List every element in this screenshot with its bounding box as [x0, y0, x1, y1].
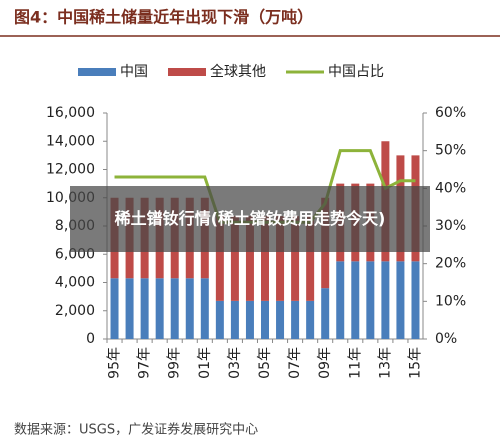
x-tick-label: 11年 [347, 347, 363, 379]
y2-tick-label: 40% [435, 180, 466, 196]
bar [276, 216, 285, 301]
bar [230, 216, 239, 301]
bar [200, 278, 209, 339]
bar [125, 278, 134, 339]
source: 数据来源：USGS，广发证券发展研究中心 [14, 422, 258, 438]
y2-tick-label: 0% [435, 331, 457, 347]
bar [261, 216, 269, 301]
bar [276, 300, 285, 339]
y-tick-label: 12,000 [46, 162, 95, 178]
y2-tick-label: 20% [435, 256, 466, 272]
overlay-caption: 稀土镨钕行情(稀土镨钕费用走势今天) [70, 186, 430, 252]
bar [381, 261, 390, 339]
y-tick-label: 0 [86, 331, 95, 347]
x-tick-label: 15年 [407, 347, 423, 379]
y2-tick-label: 30% [435, 218, 466, 234]
y-tick-label: 16,000 [46, 105, 95, 121]
x-tick-label: 09年 [317, 347, 333, 379]
y2-tick-label: 10% [435, 293, 466, 309]
y2-tick-label: 50% [435, 143, 466, 159]
bar [366, 261, 375, 339]
bar [351, 261, 360, 339]
y-tick-label: 14,000 [46, 133, 95, 149]
bar [140, 278, 149, 339]
bar [230, 300, 239, 339]
y-tick-label: 2,000 [55, 303, 95, 319]
x-tick-label: 05年 [257, 347, 273, 379]
bar [185, 278, 194, 339]
bar [321, 288, 330, 339]
y2-tick-label: 60% [435, 105, 466, 121]
bar [261, 300, 269, 339]
y-tick-label: 4,000 [55, 275, 95, 291]
bar [215, 300, 224, 339]
x-tick-label: 95年 [107, 347, 123, 379]
bar [110, 278, 119, 339]
legend-label: 中国占比 [328, 64, 384, 80]
legend-label: 全球其他 [210, 63, 266, 80]
legend-swatch [168, 68, 206, 76]
bar [306, 216, 315, 301]
bar [170, 278, 179, 339]
legend-label: 中国 [120, 64, 148, 80]
x-tick-label: 03年 [227, 347, 243, 379]
bar [411, 261, 420, 339]
bar [291, 300, 300, 339]
x-tick-label: 99年 [167, 347, 183, 379]
bar [336, 261, 345, 339]
chart-title: 图4：中国稀土储量近年出现下滑（万吨） [14, 8, 313, 27]
bar [245, 300, 254, 339]
bar [215, 216, 224, 301]
bar [396, 261, 405, 339]
x-tick-label: 07年 [287, 347, 303, 379]
x-tick-label: 97年 [137, 347, 153, 379]
x-tick-label: 13年 [377, 347, 393, 379]
bar [306, 300, 315, 339]
legend-swatch [78, 68, 116, 76]
bar [291, 216, 300, 301]
x-tick-label: 01年 [197, 347, 213, 379]
bar [245, 216, 254, 301]
bar [155, 278, 164, 339]
